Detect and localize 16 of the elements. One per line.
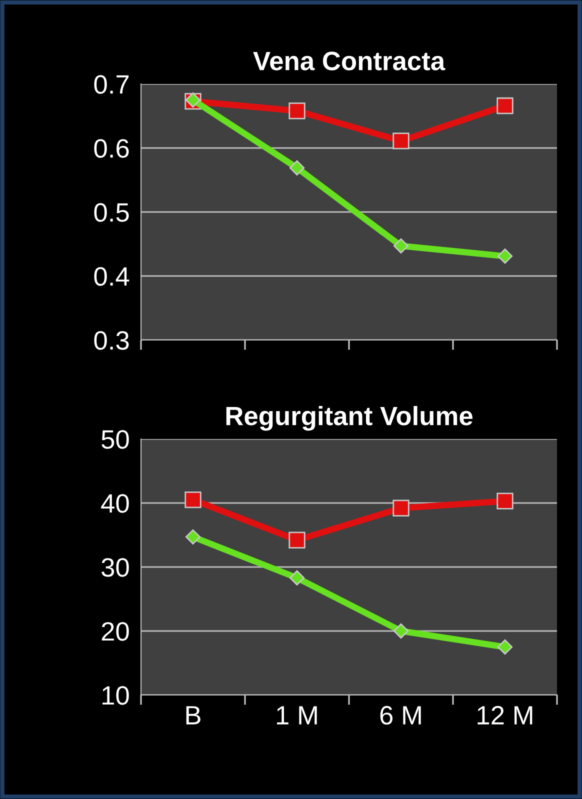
- y-tick-label: 40: [101, 494, 129, 513]
- y-tick-label: 20: [102, 622, 129, 641]
- x-tick-label: B: [186, 706, 200, 724]
- chart-title: Regurgitant Volume: [226, 406, 472, 431]
- chart-title: Vena Contracta: [253, 52, 446, 70]
- y-tick-label: 0.5: [94, 203, 129, 222]
- x-tick-label: 6 M: [380, 706, 421, 725]
- y-tick-label: 0.4: [94, 267, 130, 286]
- x-tick-label: 1 M: [277, 706, 317, 724]
- y-tick-label: 10: [102, 686, 129, 705]
- x-tick-label: 12 M: [478, 706, 532, 724]
- y-tick-label: 0.7: [94, 75, 129, 94]
- y-tick-label: 50: [102, 430, 129, 449]
- y-tick-label: 0.3: [94, 331, 129, 350]
- y-tick-label: 0.6: [94, 139, 129, 158]
- y-tick-label: 30: [102, 558, 129, 577]
